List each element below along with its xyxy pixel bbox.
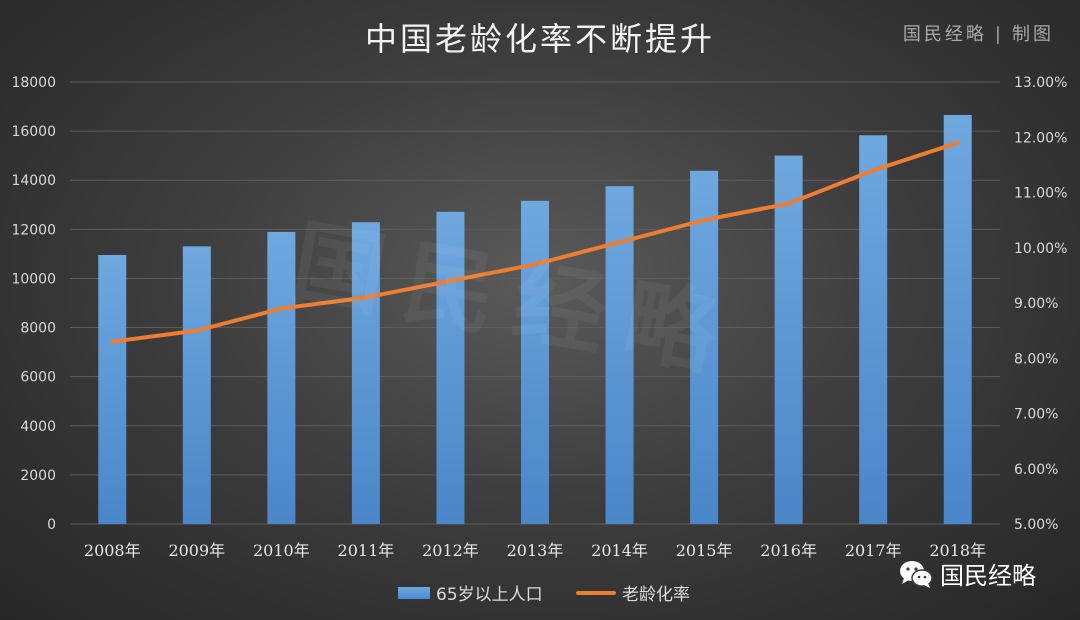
y-left-tick-label: 6000 <box>20 370 56 386</box>
y-right-tick-label: 8.00% <box>1014 351 1058 367</box>
legend-label-aging-rate: 老龄化率 <box>622 585 690 605</box>
y-right-tick-label: 12.00% <box>1014 130 1067 146</box>
bar <box>859 135 888 525</box>
y-right-tick-label: 11.00% <box>1014 186 1067 202</box>
legend: 65岁以上人口 老龄化率 <box>0 580 1080 605</box>
chart-title: 中国老龄化率不断提升 <box>364 20 715 58</box>
y-left-tick-label: 4000 <box>20 419 56 435</box>
bar <box>774 155 803 524</box>
x-tick-label: 2018年 <box>929 541 986 560</box>
brand-credit: 国民经略 | 制图 <box>903 20 1054 46</box>
line-point <box>786 201 791 206</box>
x-tick-label: 2017年 <box>845 541 902 560</box>
bar <box>351 222 380 524</box>
y-left-tick-label: 18000 <box>11 75 56 91</box>
y-right-tick-label: 10.00% <box>1014 241 1067 257</box>
y-right-tick-label: 7.00% <box>1014 407 1058 423</box>
x-tick-label: 2015年 <box>676 541 733 560</box>
y-left-tick-label: 10000 <box>11 271 56 287</box>
y-left-tick-label: 8000 <box>20 321 56 337</box>
x-tick-label: 2013年 <box>507 541 564 560</box>
line-point <box>955 140 960 145</box>
bar <box>521 200 549 524</box>
brand-suffix: 制图 <box>1012 24 1054 45</box>
y-left-tick-label: 0 <box>47 517 56 533</box>
line-point <box>702 218 707 223</box>
legend-swatch-bar <box>398 586 430 599</box>
brand-separator: | <box>994 24 1004 45</box>
line-point <box>110 339 115 344</box>
legend-item-aging-rate: 老龄化率 <box>576 580 690 605</box>
bar <box>943 114 972 524</box>
y-left-tick-label: 12000 <box>11 222 56 238</box>
bar <box>690 170 719 524</box>
x-tick-label: 2009年 <box>168 541 225 560</box>
legend-swatch-line <box>576 590 616 595</box>
wechat-icon <box>900 560 933 588</box>
y-left-tick-label: 14000 <box>11 173 56 189</box>
x-tick-label: 2014年 <box>591 541 648 560</box>
legend-item-population: 65岁以上人口 <box>398 580 543 605</box>
x-tick-label: 2008年 <box>84 541 141 560</box>
x-tick-label: 2012年 <box>422 541 479 560</box>
x-tick-label: 2011年 <box>338 541 395 560</box>
bar <box>182 246 211 524</box>
y-right-tick-label: 9.00% <box>1014 296 1058 312</box>
x-tick-label: 2016年 <box>760 541 817 560</box>
y-right-tick-label: 6.00% <box>1014 462 1058 478</box>
legend-label-population: 65岁以上人口 <box>436 585 543 605</box>
line-point <box>279 306 284 311</box>
line-point <box>448 278 453 283</box>
bar <box>267 231 296 524</box>
y-left-tick-label: 16000 <box>11 124 56 140</box>
wechat-brand-label: 国民经略 <box>940 562 1036 590</box>
line-point <box>363 295 368 300</box>
y-right-tick-label: 5.00% <box>1014 517 1058 533</box>
bar <box>98 254 127 524</box>
bar <box>436 211 465 524</box>
line-point <box>617 240 622 245</box>
y-left-tick-label: 2000 <box>20 468 56 484</box>
line-point <box>194 328 199 333</box>
wechat-brand: 国民经略 <box>898 556 1036 591</box>
x-tick-label: 2010年 <box>253 541 310 560</box>
brand-name: 国民经略 <box>902 24 987 45</box>
line-point <box>533 262 537 267</box>
line-point <box>871 168 876 173</box>
y-right-tick-label: 13.00% <box>1014 75 1067 91</box>
